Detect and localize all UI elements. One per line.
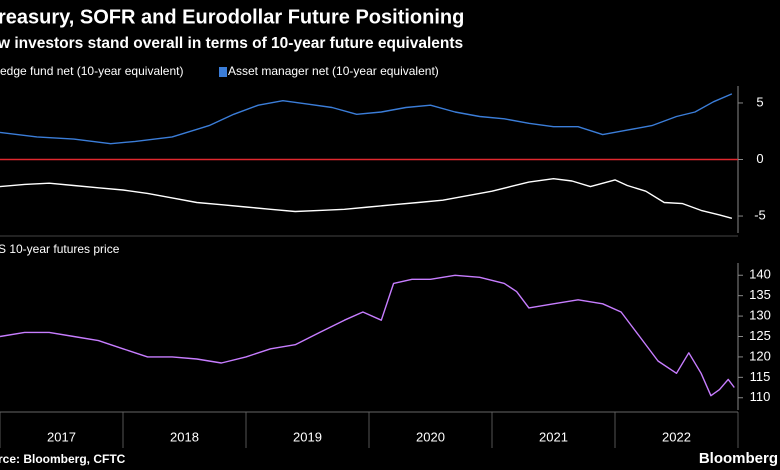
panel-title: S 10-year futures price [0,242,120,256]
x-tick-label: 2017 [47,429,76,444]
x-tick-label: 2021 [539,429,568,444]
y-tick-label: 135 [749,287,771,302]
y-tick-label: 110 [750,389,771,404]
source: rce: Bloomberg, CFTC [0,452,126,466]
y-tick-label: 125 [749,328,771,343]
y-tick-label: 5 [756,94,763,109]
legend-label: edge fund net (10-year equivalent) [0,64,183,78]
x-tick-label: 2022 [662,429,691,444]
chart-subtitle: w investors stand overall in terms of 10… [0,35,463,52]
y-tick-label: 120 [749,348,771,363]
series-line [0,178,733,219]
x-tick-label: 2020 [416,429,445,444]
brand: Bloomberg [699,450,778,467]
legend-swatch [219,67,227,77]
y-tick-label: -5 [754,207,766,222]
y-tick-label: 140 [749,267,771,282]
y-tick-label: 130 [749,308,771,323]
x-tick-label: 2018 [170,429,199,444]
series-line [0,274,735,397]
y-tick-label: 0 [756,151,763,166]
x-tick-label: 2019 [293,429,322,444]
chart-title: reasury, SOFR and Eurodollar Future Posi… [0,6,464,28]
series-line [0,93,733,145]
y-tick-label: 115 [750,369,771,384]
legend-label: Asset manager net (10-year equivalent) [228,64,439,78]
